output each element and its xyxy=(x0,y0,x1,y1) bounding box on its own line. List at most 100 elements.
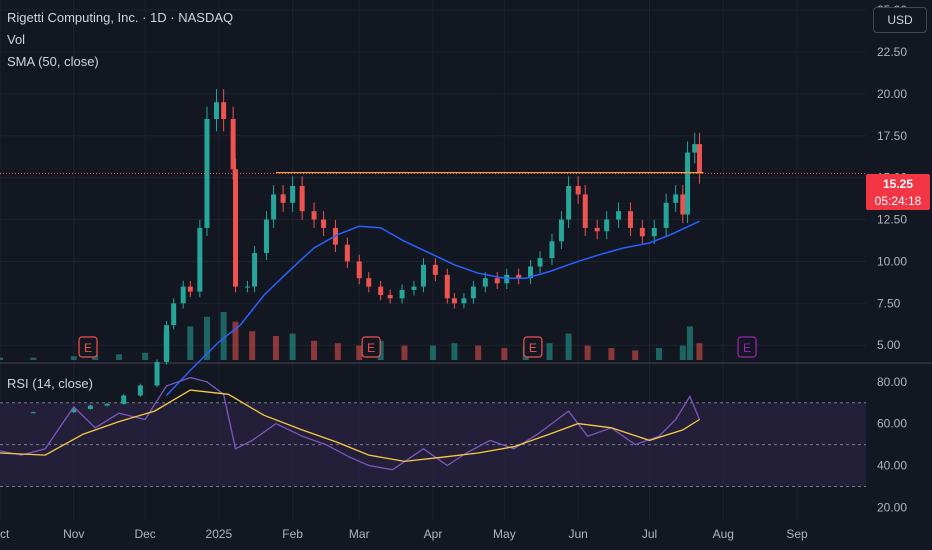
volume-bar xyxy=(70,356,77,360)
time-axis-tick: Jun xyxy=(568,527,587,541)
candle-body xyxy=(378,286,384,295)
volume-bar xyxy=(311,340,318,360)
rsi-axis-tick: 80.00 xyxy=(877,375,907,389)
volume-bar xyxy=(632,350,639,360)
rsi-ma-line xyxy=(0,389,700,463)
last-price-label: 15.25 xyxy=(882,177,914,191)
price-axis-tick: 22.50 xyxy=(877,45,907,59)
candle-body xyxy=(639,227,645,237)
candle-body xyxy=(230,118,236,170)
sma-legend[interactable]: SMA (50, close) xyxy=(7,54,99,69)
candle-body xyxy=(252,253,258,287)
price-axis-tick: 5.00 xyxy=(877,338,901,352)
candle-body xyxy=(221,102,227,119)
candle-body xyxy=(233,169,239,287)
candle-body xyxy=(696,144,702,174)
candle-body xyxy=(420,264,426,287)
volume-bar xyxy=(656,348,663,360)
candle-body xyxy=(356,261,362,279)
candle-body xyxy=(366,278,372,287)
earnings-marker xyxy=(78,336,98,358)
candle-body xyxy=(164,325,170,362)
time-axis-tick: May xyxy=(493,527,516,541)
price-axis-tick: 10.00 xyxy=(877,254,907,268)
candle-body xyxy=(411,286,417,290)
candle-body xyxy=(197,227,203,292)
volume-bar xyxy=(187,326,194,360)
time-axis-tick: Dec xyxy=(134,527,155,541)
candle-body xyxy=(582,194,588,228)
earnings-marker-label: E xyxy=(743,341,751,355)
candle-body xyxy=(204,118,210,228)
candle-body xyxy=(244,286,250,288)
price-axis-tick: 20.00 xyxy=(877,87,907,101)
volume-bar xyxy=(272,336,279,360)
candle-body xyxy=(516,274,522,279)
candle-body xyxy=(290,186,296,203)
candle-body xyxy=(271,194,277,220)
volume-bar xyxy=(142,352,149,360)
candle-body xyxy=(280,194,286,203)
time-axis-tick: Feb xyxy=(282,527,303,541)
candle-body xyxy=(444,274,450,299)
rsi-axis-tick: 60.00 xyxy=(877,417,907,431)
sma-line xyxy=(165,220,700,397)
candle-body xyxy=(663,202,669,228)
earnings-marker xyxy=(361,336,381,358)
candle-body xyxy=(344,244,350,262)
time-axis-tick: Apr xyxy=(424,527,443,541)
candle-body xyxy=(685,152,691,215)
volume-bar xyxy=(501,348,508,360)
candle-body xyxy=(482,278,488,287)
volume-bar xyxy=(92,355,99,360)
candle-body xyxy=(432,264,438,275)
candle-body xyxy=(263,219,269,254)
time-axis-tick: Oct xyxy=(0,527,10,541)
earnings-marker xyxy=(523,336,543,358)
price-axis-tick: 17.50 xyxy=(877,129,907,143)
rsi-line xyxy=(0,376,701,471)
volume-bar xyxy=(451,343,458,360)
candle-body xyxy=(528,266,534,279)
volume-bar xyxy=(686,326,693,360)
candle-body xyxy=(399,289,405,299)
candle-body xyxy=(680,194,686,215)
volume-bar xyxy=(30,357,37,360)
candle-body xyxy=(537,258,543,267)
symbol-title[interactable]: Rigetti Computing, Inc. · 1D · NASDAQ xyxy=(7,10,234,25)
candle-body xyxy=(187,286,193,292)
candle-body xyxy=(470,286,476,299)
candle-body xyxy=(30,412,36,414)
rsi-legend[interactable]: RSI (14, close) xyxy=(7,376,93,391)
candle-body xyxy=(154,362,160,386)
volume-bar xyxy=(546,343,553,360)
earnings-marker-label: E xyxy=(367,341,375,355)
price-axis-tick: 7.50 xyxy=(877,296,901,310)
rsi-axis-tick: 20.00 xyxy=(877,500,907,514)
candle-body xyxy=(627,211,633,228)
volume-bar xyxy=(584,345,591,360)
currency-button[interactable]: USD xyxy=(873,7,927,33)
candle-body xyxy=(387,294,393,299)
volume-bar xyxy=(475,345,482,360)
time-axis-tick: 2025 xyxy=(206,527,233,541)
volume-bar xyxy=(334,343,341,360)
earnings-marker-label: E xyxy=(529,341,537,355)
candle-body xyxy=(71,408,77,413)
earnings-marker xyxy=(737,336,757,358)
volume-bar xyxy=(696,343,703,360)
time-axis-tick: Sep xyxy=(786,527,808,541)
volume-bar xyxy=(289,333,296,360)
volume-bar xyxy=(401,345,408,360)
candle-body xyxy=(87,405,93,409)
candle-body xyxy=(692,144,698,153)
volume-bar xyxy=(356,345,363,360)
price-axis-tick: 12.50 xyxy=(877,213,907,227)
volume-legend[interactable]: Vol xyxy=(7,32,26,47)
candle-body xyxy=(504,274,510,284)
volume-bar xyxy=(679,345,686,360)
candle-body xyxy=(604,219,610,232)
candle-body xyxy=(299,186,305,212)
